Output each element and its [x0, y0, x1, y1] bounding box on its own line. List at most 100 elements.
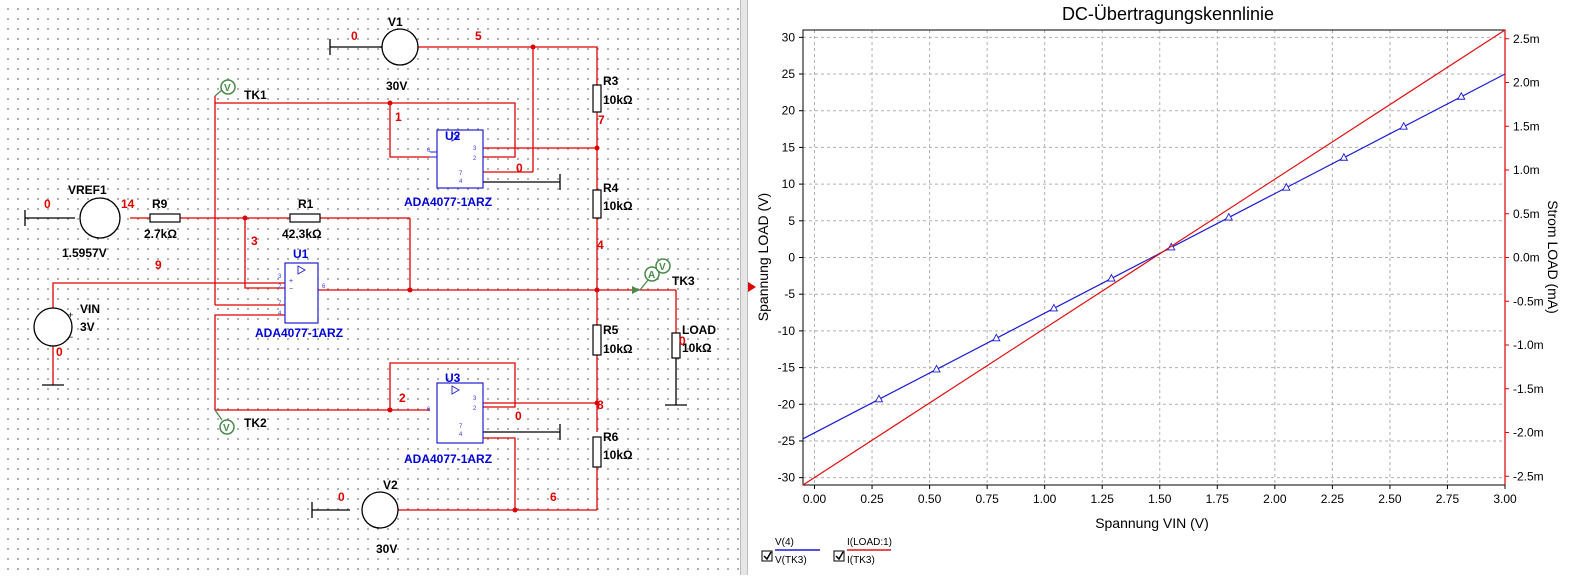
- svg-text:3: 3: [473, 396, 477, 402]
- y-tick-label: 0: [788, 251, 795, 265]
- opamp-u3[interactable]: 6 3 2 7 4 U3 ADA4077-1ARZ: [404, 371, 492, 466]
- opamp-u1[interactable]: 3 2 7 4 6 +− U1 ADA4077-1ARZ: [255, 247, 343, 340]
- chart-series: [802, 29, 1506, 486]
- svg-text:LOAD: LOAD: [682, 323, 716, 337]
- x-axis-label: Spannung VIN (V): [1095, 515, 1209, 531]
- y-tick-label: -30: [778, 471, 796, 485]
- probe-tk1[interactable]: V TK1: [214, 79, 267, 102]
- y2-tick-label: -1.5m: [1513, 382, 1544, 396]
- x-tick-label: 1.00: [1033, 492, 1057, 506]
- x-tick-label: 3.00: [1493, 492, 1517, 506]
- legend-item-voltage[interactable]: V(4) V(TK3): [761, 537, 820, 566]
- resistor-r6[interactable]: R6 10kΩ: [592, 430, 633, 468]
- svg-text:U3: U3: [445, 371, 461, 385]
- series-line-0: [802, 73, 1506, 440]
- wire-net1: [389, 103, 430, 158]
- svg-text:7: 7: [598, 113, 605, 127]
- svg-text:V(TK3): V(TK3): [775, 555, 807, 566]
- y-tick-label: 15: [782, 140, 796, 154]
- y-tick-label: -20: [778, 397, 796, 411]
- series-marker: [1224, 212, 1234, 221]
- svg-text:0: 0: [515, 409, 522, 423]
- svg-text:TK3: TK3: [672, 274, 695, 288]
- svg-text:6: 6: [550, 490, 557, 504]
- y-axis-label: Spannung LOAD (V): [755, 193, 771, 321]
- panel-divider[interactable]: [740, 0, 748, 575]
- resistor-r3[interactable]: R3 10kΩ: [592, 74, 633, 113]
- series-line-1: [802, 29, 1506, 486]
- svg-text:2: 2: [473, 406, 477, 412]
- y2-axis-label: Strom LOAD (mA): [1545, 200, 1561, 314]
- svg-text:0: 0: [679, 334, 686, 348]
- y2-tick-label: 0.0m: [1513, 251, 1540, 265]
- cursor-marker-icon[interactable]: [748, 282, 756, 292]
- resistor-r9[interactable]: R9 2.7kΩ: [144, 197, 181, 241]
- x-tick-label: 0.00: [803, 492, 827, 506]
- resistor-r1[interactable]: R1 42.3kΩ: [282, 197, 322, 241]
- wires: [24, 39, 687, 518]
- x-tick-label: 2.00: [1263, 492, 1287, 506]
- svg-text:10kΩ: 10kΩ: [682, 341, 712, 355]
- source-vin[interactable]: + − VIN 3V: [33, 302, 100, 347]
- wire-net2: [389, 362, 516, 410]
- svg-text:VIN: VIN: [80, 302, 100, 316]
- svg-text:−: −: [289, 286, 293, 293]
- svg-text:VREF1: VREF1: [68, 183, 107, 197]
- svg-text:7: 7: [459, 424, 463, 430]
- resistor-r4[interactable]: R4 10kΩ: [592, 181, 633, 219]
- svg-text:V(4): V(4): [775, 537, 794, 548]
- svg-text:R3: R3: [603, 74, 619, 88]
- checkbox-checked-icon: [835, 551, 844, 561]
- x-tick-label: 1.75: [1206, 492, 1230, 506]
- probe-tk3[interactable]: A V TK3: [632, 258, 695, 294]
- svg-text:TK1: TK1: [244, 88, 267, 102]
- resistor-load[interactable]: LOAD 10kΩ: [671, 323, 716, 359]
- svg-text:6: 6: [427, 407, 431, 413]
- y2-tick-label: 2.5m: [1513, 32, 1540, 46]
- svg-text:0: 0: [516, 161, 523, 175]
- y2-tick-label: -1.0m: [1513, 338, 1544, 352]
- svg-text:4: 4: [278, 311, 282, 317]
- x-tick-label: 2.50: [1378, 492, 1402, 506]
- y-tick-label: 30: [782, 30, 796, 44]
- svg-text:3: 3: [251, 234, 258, 248]
- probe-tk2[interactable]: V TK2: [214, 409, 267, 435]
- y-tick-label: 20: [782, 104, 796, 118]
- schematic-canvas[interactable]: V1 30V V2 30V VREF1 1.5957V + − VIN 3V R…: [0, 0, 740, 575]
- svg-text:I(TK3): I(TK3): [847, 555, 875, 566]
- svg-text:1.5957V: 1.5957V: [62, 246, 107, 260]
- svg-text:2: 2: [473, 156, 477, 162]
- svg-text:2: 2: [399, 391, 406, 405]
- junctions: [242, 44, 600, 513]
- svg-text:−: −: [68, 332, 73, 342]
- circuit-diagram: V1 30V V2 30V VREF1 1.5957V + − VIN 3V R…: [24, 15, 716, 556]
- svg-text:0: 0: [56, 345, 63, 359]
- dc-transfer-chart: DC-Übertragungskennlinie 0.00 0.25 0.50 0.7…: [748, 4, 1561, 566]
- svg-text:A: A: [648, 270, 655, 281]
- svg-text:I(LOAD:1): I(LOAD:1): [847, 537, 892, 548]
- svg-text:0: 0: [44, 197, 51, 211]
- resistor-r5[interactable]: R5 10kΩ: [592, 323, 633, 356]
- svg-text:R1: R1: [298, 197, 314, 211]
- checkbox-checked-icon: [763, 551, 772, 561]
- series-marker: [1457, 91, 1466, 100]
- svg-text:42.3kΩ: 42.3kΩ: [282, 227, 322, 241]
- source-v2[interactable]: V2 30V: [361, 478, 399, 556]
- net-labels: 0 5 1 7 0 0 14 3 4 9 0 0 2 8 0 0 6: [44, 29, 686, 504]
- svg-text:6: 6: [322, 284, 326, 290]
- source-v1[interactable]: V1 30V: [380, 15, 419, 93]
- opamp-u2[interactable]: 6 3 2 7 4 U2 ADA4077-1ARZ: [404, 129, 492, 209]
- svg-text:14: 14: [121, 197, 135, 211]
- grapher-panel[interactable]: DC-Übertragungskennlinie 0.00 0.25 0.50 0.7…: [748, 0, 1588, 575]
- svg-text:V: V: [659, 262, 666, 273]
- legend-item-current[interactable]: I(LOAD:1) I(TK3): [833, 537, 892, 566]
- wire-net5: [380, 46, 598, 85]
- series-marker: [874, 394, 884, 403]
- x-tick-label: 0.25: [860, 492, 884, 506]
- y2-tick-label: 0.5m: [1513, 207, 1540, 221]
- svg-text:10kΩ: 10kΩ: [603, 448, 633, 462]
- source-vref1[interactable]: VREF1 1.5957V: [62, 183, 121, 260]
- y2-tick-label: -2.5m: [1513, 469, 1544, 483]
- y-axis-ticks: 30 25 20 15 10 5 0 -5 -10 -15 -20 -25 -30: [778, 30, 803, 485]
- y-tick-label: 5: [788, 214, 795, 228]
